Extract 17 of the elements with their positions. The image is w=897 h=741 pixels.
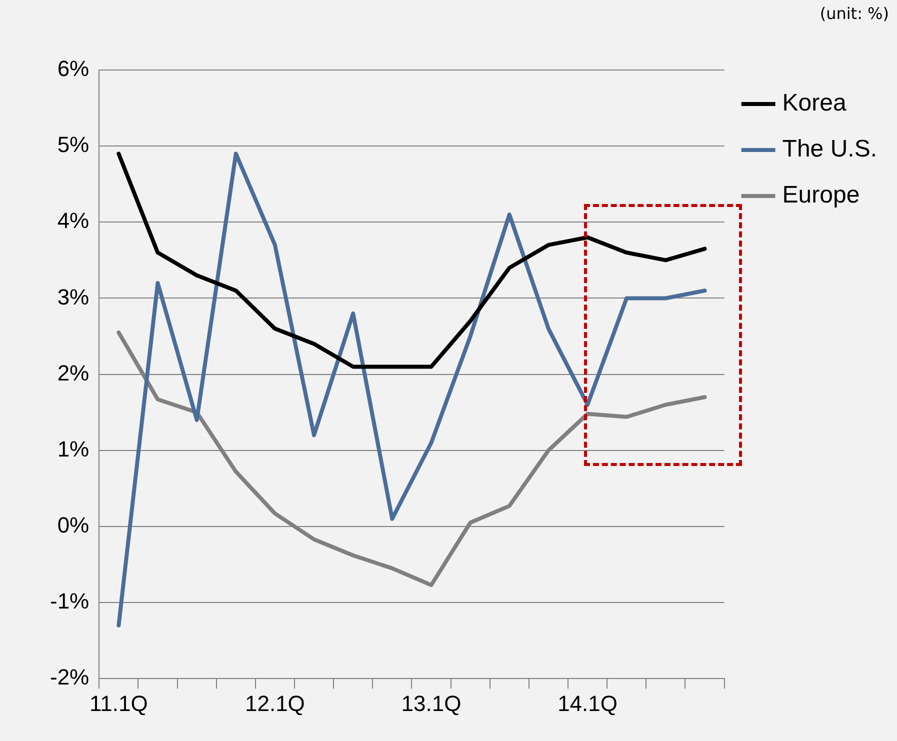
- legend-label: The U.S.: [782, 136, 878, 163]
- y-tick-label: 4%: [57, 208, 90, 234]
- legend-label: Europe: [782, 182, 860, 209]
- x-tick-label: 12.1Q: [244, 690, 305, 716]
- y-tick-label: -1%: [50, 588, 90, 614]
- text: (unit: %): [820, 4, 889, 23]
- y-tick-label: 0%: [57, 512, 90, 538]
- x-tick-label: 11.1Q: [90, 690, 148, 716]
- y-tick-label: 6%: [57, 56, 90, 82]
- y-tick-label: 2%: [57, 360, 90, 386]
- x-tick-label: 13.1Q: [401, 690, 462, 716]
- legend-label: Korea: [782, 90, 847, 117]
- y-tick-label: -2%: [50, 664, 90, 690]
- y-tick-label: 3%: [57, 284, 90, 310]
- x-tick-label: 14.1Q: [558, 690, 618, 716]
- y-tick-label: 5%: [57, 132, 90, 158]
- y-tick-label: 1%: [57, 436, 90, 462]
